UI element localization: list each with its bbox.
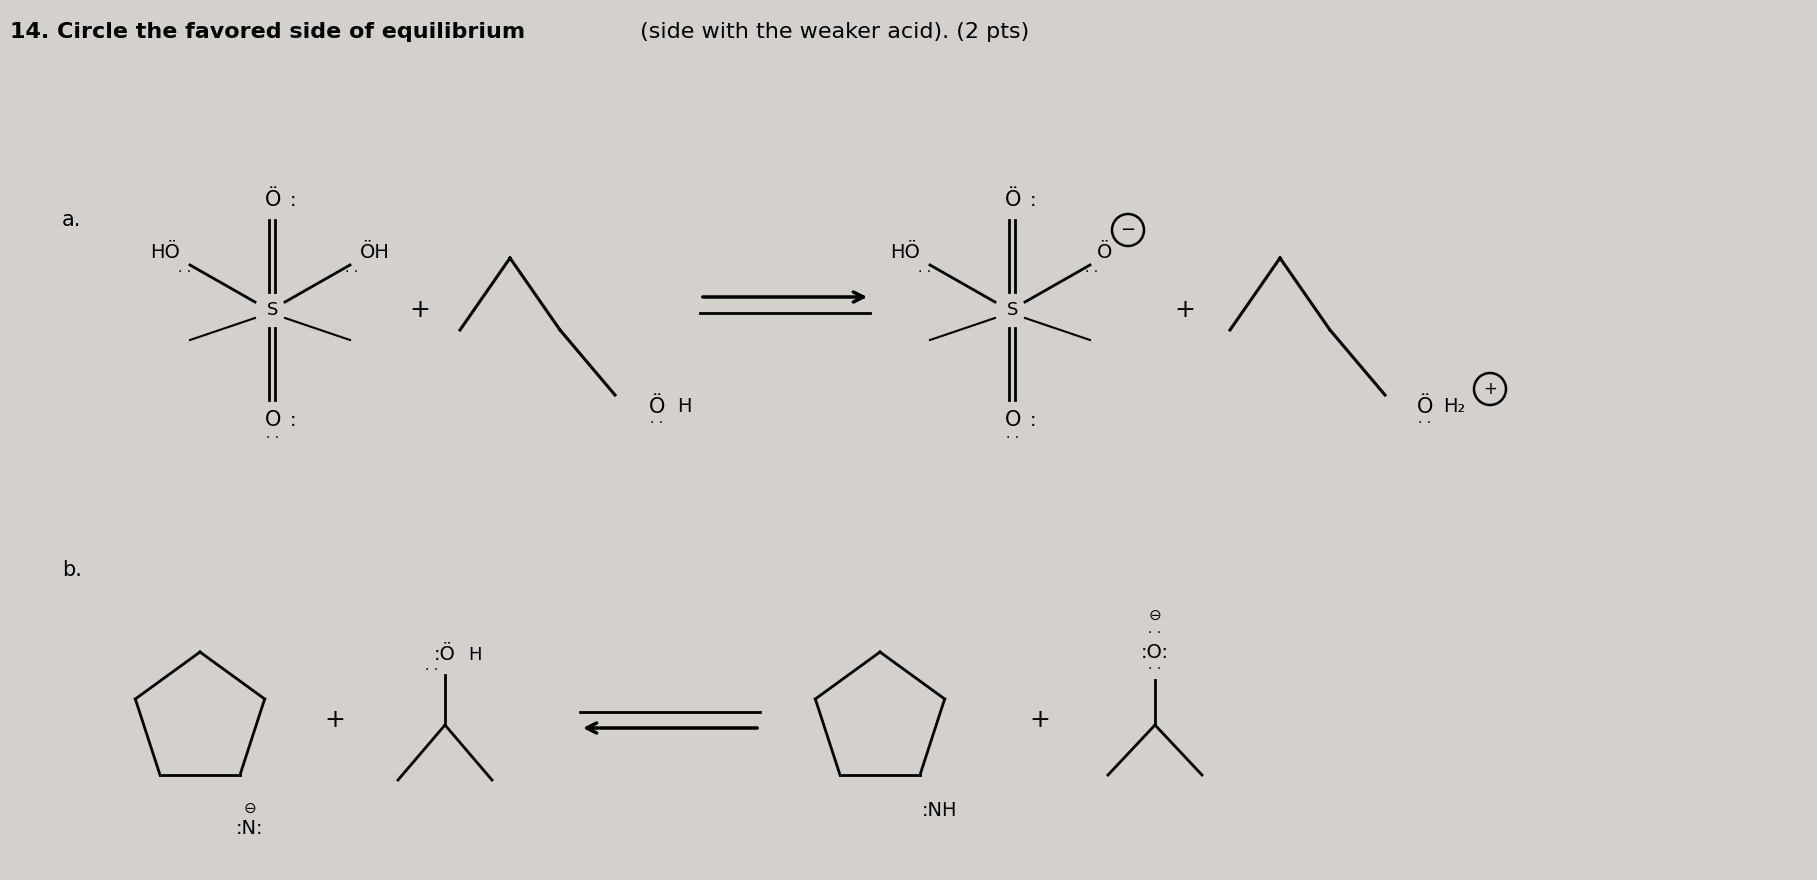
Text: (side with the weaker acid). (2 pts): (side with the weaker acid). (2 pts) <box>632 22 1028 42</box>
Text: H₂: H₂ <box>1443 398 1465 416</box>
Text: :Ö: :Ö <box>434 646 456 664</box>
Text: a.: a. <box>62 210 82 230</box>
Text: :: : <box>1030 410 1036 429</box>
Text: · ·: · · <box>918 265 932 279</box>
Text: · ·: · · <box>1419 416 1432 430</box>
Text: H: H <box>469 646 482 664</box>
Text: +: + <box>1030 708 1050 732</box>
Text: Ö: Ö <box>1417 397 1434 417</box>
Text: +: + <box>1483 380 1497 398</box>
Text: HÖ: HÖ <box>151 243 180 261</box>
Text: Ö: Ö <box>1005 190 1021 210</box>
Text: :NH: :NH <box>923 801 958 819</box>
Text: S: S <box>1007 301 1019 319</box>
Text: O: O <box>265 410 282 430</box>
Text: · ·: · · <box>1085 265 1099 279</box>
Text: ÖH: ÖH <box>360 243 391 261</box>
Text: +: + <box>325 708 345 732</box>
Text: Ö: Ö <box>649 397 665 417</box>
Text: · ·: · · <box>425 663 438 677</box>
Text: +: + <box>409 298 431 322</box>
Text: · ·: · · <box>1007 431 1019 445</box>
Text: · ·: · · <box>650 416 663 430</box>
Text: S: S <box>267 301 278 319</box>
Text: 14. Circle the favored side of equilibrium: 14. Circle the favored side of equilibri… <box>11 22 525 42</box>
Text: HÖ: HÖ <box>890 243 919 261</box>
Text: :: : <box>291 410 296 429</box>
Text: · ·: · · <box>1148 626 1161 640</box>
Text: · ·: · · <box>345 265 358 279</box>
Text: Ö: Ö <box>1097 243 1112 261</box>
Text: · ·: · · <box>1148 662 1161 676</box>
Text: Ö: Ö <box>265 190 282 210</box>
Text: ⊖: ⊖ <box>1148 607 1161 622</box>
Text: · ·: · · <box>267 431 280 445</box>
Text: :: : <box>291 190 296 209</box>
Text: b.: b. <box>62 560 82 580</box>
Text: H: H <box>678 398 692 416</box>
Text: O: O <box>1005 410 1021 430</box>
Text: −: − <box>1121 221 1136 239</box>
Text: ⊖: ⊖ <box>243 801 256 816</box>
Text: :N:: :N: <box>236 818 263 838</box>
Text: :O:: :O: <box>1141 643 1168 663</box>
Text: · ·: · · <box>178 265 191 279</box>
Text: +: + <box>1174 298 1196 322</box>
Text: :: : <box>1030 190 1036 209</box>
